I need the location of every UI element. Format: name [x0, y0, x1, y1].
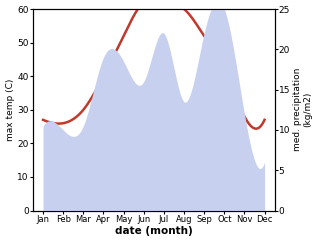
X-axis label: date (month): date (month)	[115, 227, 193, 236]
Y-axis label: med. precipitation
(kg/m2): med. precipitation (kg/m2)	[293, 68, 313, 151]
Y-axis label: max temp (C): max temp (C)	[5, 79, 15, 141]
